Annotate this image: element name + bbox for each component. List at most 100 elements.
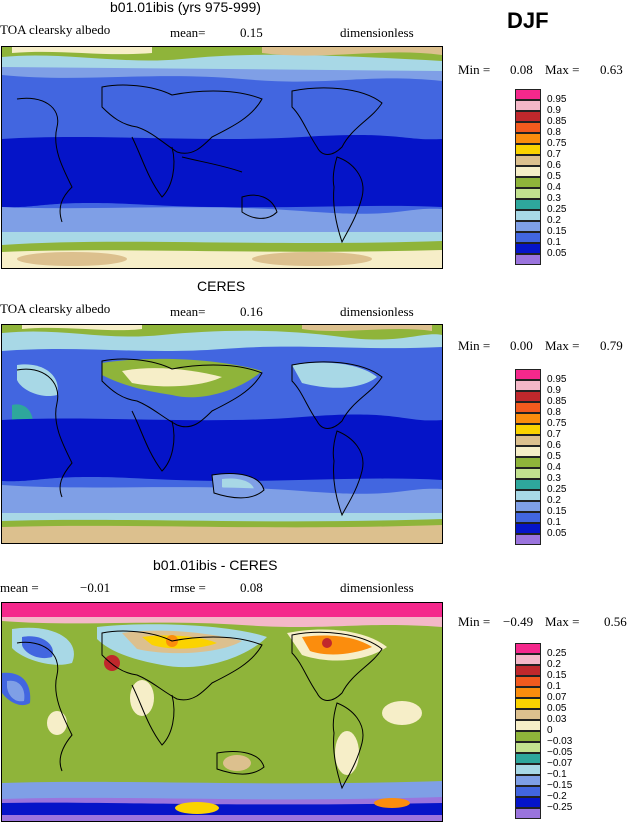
colorbar-swatch	[515, 369, 541, 380]
colorbar-tick-label: 0.8	[547, 407, 561, 418]
colorbar-swatch	[515, 188, 541, 199]
colorbar-swatch	[515, 144, 541, 155]
colorbar-swatch	[515, 391, 541, 402]
colorbar-tick-label: 0.15	[547, 506, 567, 517]
colorbar-tick-label: 0.07	[547, 692, 567, 703]
colorbar-swatch	[515, 402, 541, 413]
colorbar-swatch	[515, 709, 541, 720]
colorbar-swatch	[515, 199, 541, 210]
colorbar-tick-label: 0.2	[547, 659, 561, 670]
max-label: Max =	[545, 62, 580, 77]
colorbar-tick-label: −0.07	[547, 758, 573, 769]
colorbar-swatch	[515, 523, 541, 534]
colorbar-tick-label: 0.75	[547, 418, 567, 429]
season-title: DJF	[507, 8, 549, 33]
units-label: dimensionless	[340, 304, 414, 319]
panel-title: CERES	[197, 278, 246, 294]
max-label: Max =	[545, 338, 580, 353]
units-label: dimensionless	[340, 580, 414, 595]
panel-title: b01.01ibis - CERES	[153, 557, 278, 573]
colorbar-swatch	[515, 786, 541, 797]
colorbar-tick-label: 0.95	[547, 94, 567, 105]
colorbar-swatch	[515, 413, 541, 424]
colorbar-tick-label: −0.1	[547, 769, 567, 780]
colorbar-tick-label: 0.5	[547, 171, 561, 182]
colorbar-tick-label: 0.9	[547, 385, 561, 396]
colorbar-tick-label: 0.05	[547, 703, 567, 714]
colorbar-swatch	[515, 133, 541, 144]
colorbar-tick-label: 0.1	[547, 517, 561, 528]
colorbar-swatch	[515, 665, 541, 676]
panel-title: b01.01ibis (yrs 975-999)	[110, 0, 261, 15]
colorbar-swatch	[515, 155, 541, 166]
colorbar-swatch	[515, 512, 541, 523]
colorbar-swatch	[515, 643, 541, 654]
colorbar-tick-label: 0.03	[547, 714, 567, 725]
min-value: 0.00	[510, 338, 533, 353]
colorbar-tick-label: 0.6	[547, 440, 561, 451]
difference-map	[2, 603, 442, 821]
colorbar-swatch	[515, 687, 541, 698]
colorbar-swatch	[515, 435, 541, 446]
colorbar-tick-label: −0.2	[547, 791, 567, 802]
colorbar-swatch	[515, 122, 541, 133]
colorbar-swatch	[515, 232, 541, 243]
colorbar-swatch	[515, 221, 541, 232]
colorbar-swatch	[515, 731, 541, 742]
colorbar-tick-label: 0.7	[547, 149, 561, 160]
colorbar-tick-label: 0.75	[547, 138, 567, 149]
colorbar-swatch	[515, 490, 541, 501]
albedo-map	[2, 325, 442, 543]
colorbar-tick-label: 0.3	[547, 193, 561, 204]
colorbar-swatch	[515, 424, 541, 435]
colorbar-swatch	[515, 89, 541, 100]
colorbar-swatch	[515, 468, 541, 479]
colorbar-swatch	[515, 534, 541, 545]
colorbar-swatch	[515, 654, 541, 665]
colorbar-tick-label: 0.15	[547, 226, 567, 237]
colorbar-tick-label: 0.15	[547, 670, 567, 681]
colorbar-swatch	[515, 380, 541, 391]
colorbar-swatch	[515, 808, 541, 819]
map-plot	[1, 602, 443, 822]
min-label: Min =	[458, 338, 491, 353]
mean-value: 0.16	[240, 304, 263, 319]
colorbar-tick-label: 0.6	[547, 160, 561, 171]
map-plot	[1, 324, 443, 544]
max-value: 0.63	[600, 62, 623, 77]
rmse-label: rmse =	[170, 580, 206, 595]
mean-value: −0.01	[80, 580, 111, 595]
colorbar-swatch	[515, 720, 541, 731]
colorbar-tick-label: −0.05	[547, 747, 573, 758]
colorbar-tick-label: 0.25	[547, 204, 567, 215]
colorbar-tick-label: 0.05	[547, 528, 567, 539]
min-label: Min =	[458, 614, 491, 629]
mean-label: mean =	[0, 580, 39, 595]
albedo-map	[2, 47, 442, 268]
variable-label: TOA clearsky albedo	[0, 301, 111, 316]
colorbar-swatch	[515, 177, 541, 188]
colorbar-tick-label: 0.7	[547, 429, 561, 440]
colorbar-swatch	[515, 100, 541, 111]
mean-label: mean=	[170, 304, 206, 319]
colorbar-tick-label: −0.25	[547, 802, 573, 813]
colorbar-tick-label: 0.85	[547, 116, 567, 127]
colorbar-tick-label: 0.2	[547, 215, 561, 226]
colorbar-tick-label: 0.5	[547, 451, 561, 462]
colorbar-tick-label: −0.03	[547, 736, 573, 747]
colorbar-swatch	[515, 676, 541, 687]
colorbar-tick-label: 0.2	[547, 495, 561, 506]
colorbar-swatch	[515, 446, 541, 457]
colorbar-tick-label: 0.4	[547, 182, 561, 193]
max-value: 0.56	[604, 614, 627, 629]
colorbar-swatch	[515, 797, 541, 808]
colorbar-swatch	[515, 775, 541, 786]
colorbar-swatch	[515, 254, 541, 265]
mean-label: mean=	[170, 25, 206, 40]
colorbar-swatch	[515, 698, 541, 709]
max-label: Max =	[545, 614, 580, 629]
colorbar-tick-label: 0.8	[547, 127, 561, 138]
units-label: dimensionless	[340, 25, 414, 40]
mean-value: 0.15	[240, 25, 263, 40]
colorbar-swatch	[515, 457, 541, 468]
